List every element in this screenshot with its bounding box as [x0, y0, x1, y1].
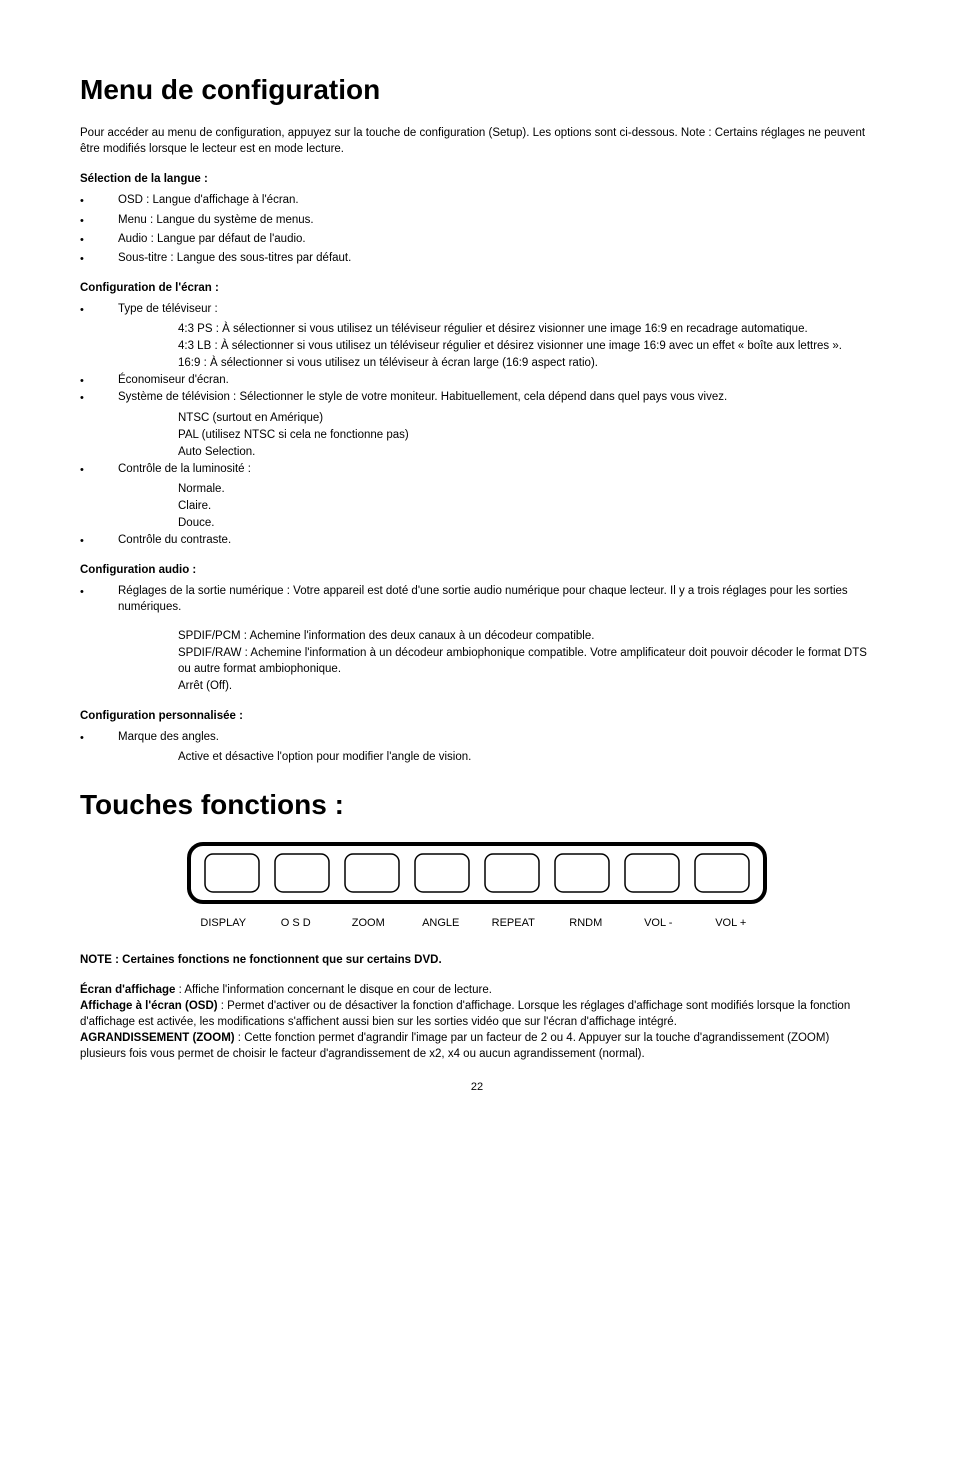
- custom-list: Marque des angles.: [80, 729, 874, 745]
- sub-item: 4:3 LB : À sélectionner si vous utilisez…: [80, 338, 874, 354]
- sub-item: Active et désactive l'option pour modifi…: [80, 749, 874, 765]
- list-item: Système de télévision : Sélectionner le …: [80, 389, 874, 405]
- note-bold: NOTE : Certaines fonctions ne fonctionne…: [80, 952, 874, 968]
- page-number: 22: [80, 1080, 874, 1095]
- ecran-text: : Affiche l'information concernant le di…: [175, 984, 492, 996]
- sub-item: PAL (utilisez NTSC si cela ne fonctionne…: [80, 427, 874, 443]
- audio-list: Réglages de la sortie numérique : Votre …: [80, 583, 874, 615]
- screen-list3: Contrôle de la luminosité :: [80, 461, 874, 477]
- screen-list2: Économiseur d'écran. Système de télévisi…: [80, 372, 874, 405]
- btn-label: REPEAT: [477, 916, 550, 931]
- zoom-bold: AGRANDISSEMENT (ZOOM): [80, 1032, 235, 1044]
- list-item: Sous-titre : Langue des sous-titres par …: [80, 250, 874, 266]
- audio-head: Configuration audio :: [80, 562, 874, 578]
- screen-list: Type de téléviseur :: [80, 301, 874, 317]
- screen-list4: Contrôle du contraste.: [80, 532, 874, 548]
- sub-item: Normale.: [80, 481, 874, 497]
- sub-item: Douce.: [80, 515, 874, 531]
- sub-item: Auto Selection.: [80, 444, 874, 460]
- button-row-icon: [187, 842, 767, 904]
- list-item: Économiseur d'écran.: [80, 372, 874, 388]
- list-item: Type de téléviseur :: [80, 301, 874, 317]
- screen-head: Configuration de l'écran :: [80, 280, 874, 296]
- sub-item: NTSC (surtout en Amérique): [80, 410, 874, 426]
- btn-label: RNDM: [550, 916, 623, 931]
- lang-list: OSD : Langue d'affichage à l'écran. Menu…: [80, 192, 874, 265]
- sub-item: 4:3 PS : À sélectionner si vous utilisez…: [80, 321, 874, 337]
- osd-bold: Affichage à l'écran (OSD): [80, 1000, 218, 1012]
- list-item: Contrôle du contraste.: [80, 532, 874, 548]
- intro-text: Pour accéder au menu de configuration, a…: [80, 125, 874, 157]
- btn-label: DISPLAY: [187, 916, 260, 931]
- sub-item: SPDIF/RAW : Achemine l'information à un …: [80, 645, 874, 677]
- btn-label: O S D: [260, 916, 333, 931]
- btn-label: ZOOM: [332, 916, 405, 931]
- title-functions: Touches fonctions :: [80, 785, 874, 824]
- btn-label: ANGLE: [405, 916, 478, 931]
- lang-head: Sélection de la langue :: [80, 171, 874, 187]
- list-item: Audio : Langue par défaut de l'audio.: [80, 231, 874, 247]
- list-item: OSD : Langue d'affichage à l'écran.: [80, 192, 874, 208]
- sub-item: Claire.: [80, 498, 874, 514]
- ecran-bold: Écran d'affichage: [80, 984, 175, 996]
- btn-label: VOL -: [622, 916, 695, 931]
- sub-item: Arrêt (Off).: [80, 678, 874, 694]
- list-item: Réglages de la sortie numérique : Votre …: [80, 583, 874, 615]
- list-item: Marque des angles.: [80, 729, 874, 745]
- sub-item: SPDIF/PCM : Achemine l'information des d…: [80, 628, 874, 644]
- btn-label: VOL +: [695, 916, 768, 931]
- sub-item: 16:9 : À sélectionner si vous utilisez u…: [80, 355, 874, 371]
- list-item: Menu : Langue du système de menus.: [80, 212, 874, 228]
- button-labels: DISPLAY O S D ZOOM ANGLE REPEAT RNDM VOL…: [187, 916, 767, 931]
- bottom-paragraph: Écran d'affichage : Affiche l'informatio…: [80, 982, 874, 1062]
- custom-head: Configuration personnalisée :: [80, 708, 874, 724]
- list-item: Contrôle de la luminosité :: [80, 461, 874, 477]
- title-menu: Menu de configuration: [80, 70, 874, 109]
